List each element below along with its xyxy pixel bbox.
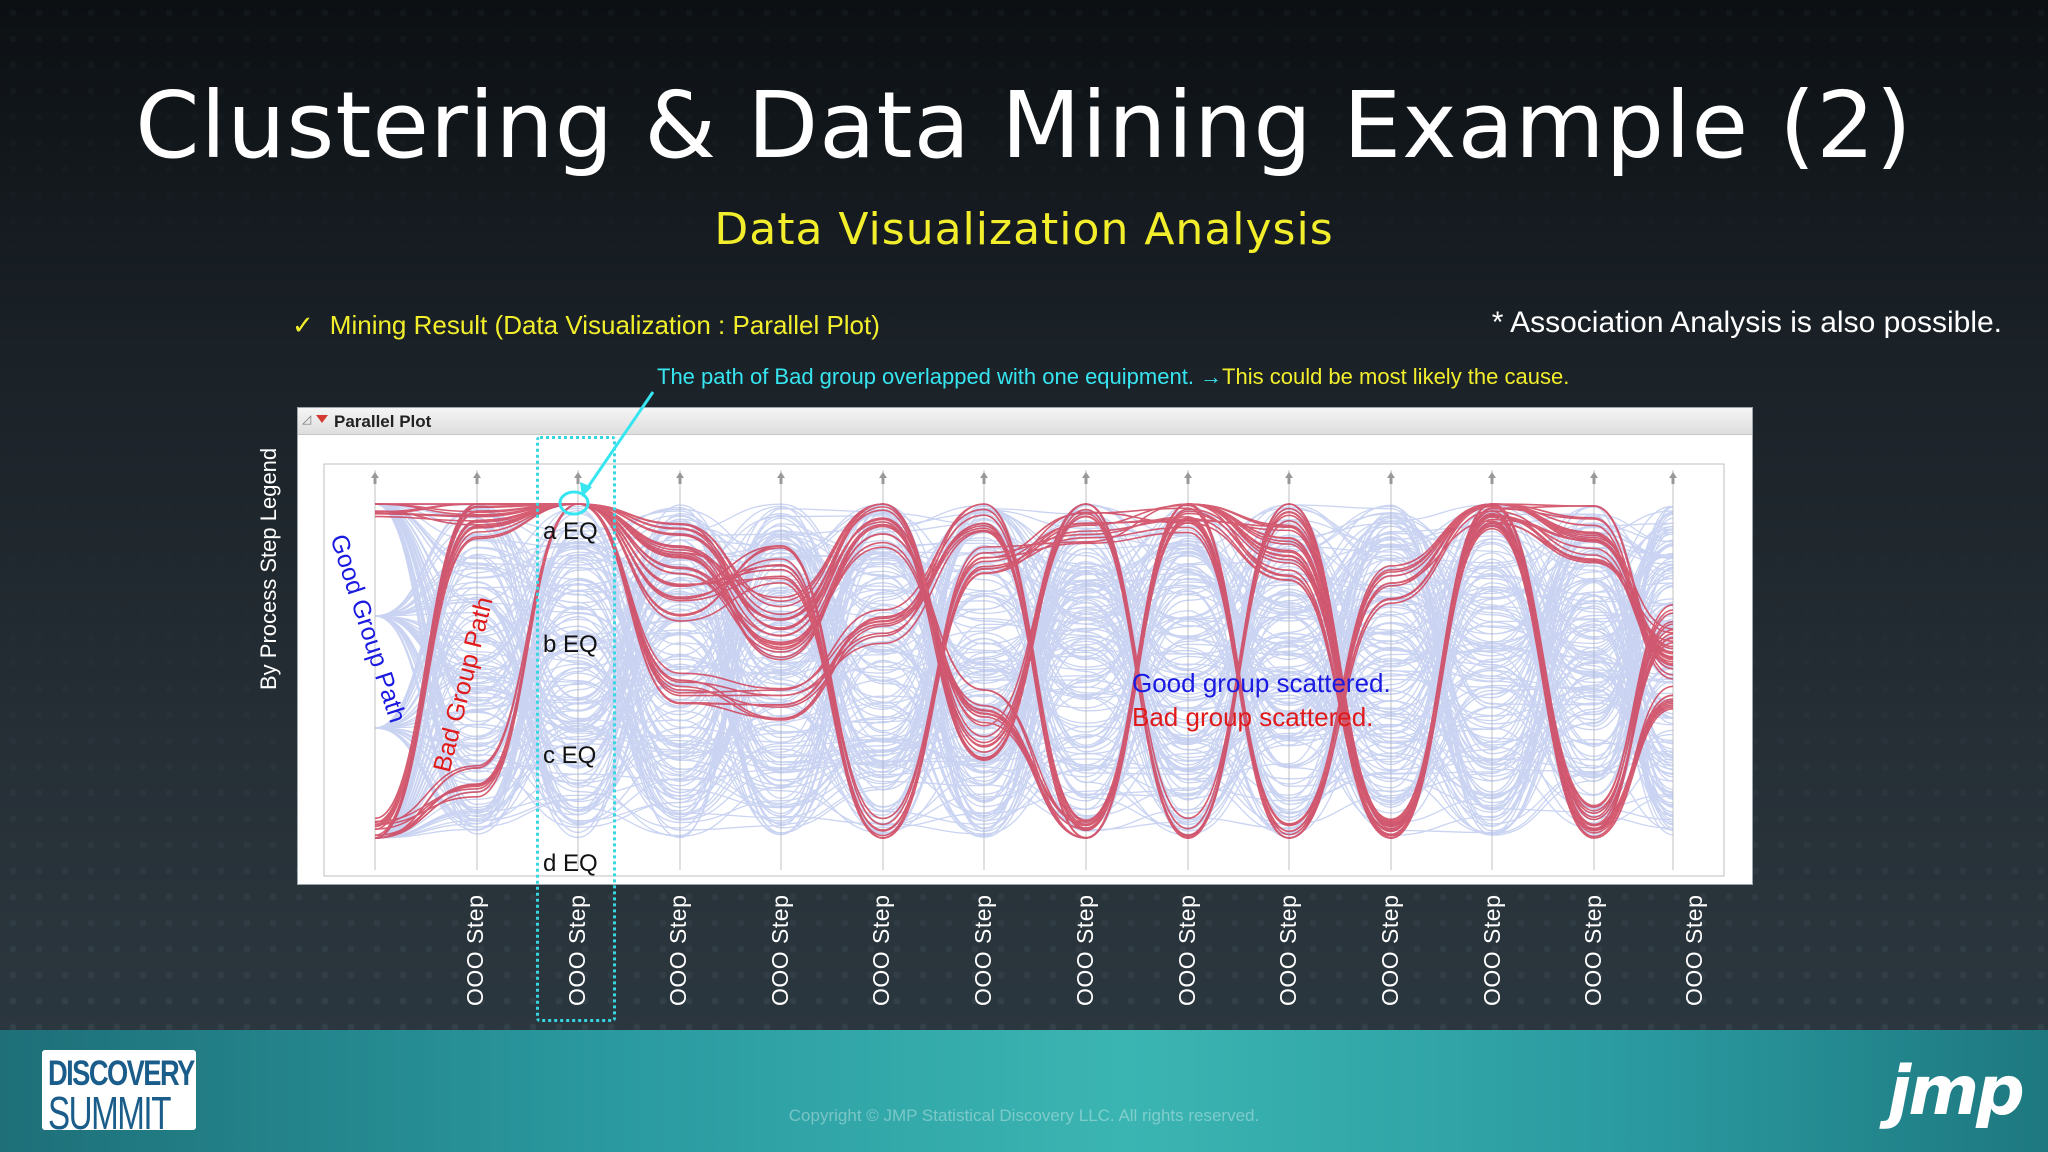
copyright-text: Copyright © JMP Statistical Discovery LL… — [788, 1106, 1260, 1125]
good-path — [374, 522, 1674, 827]
good-path — [374, 509, 1674, 839]
bad-path — [374, 503, 1674, 839]
bad-path — [374, 503, 1674, 839]
highlight-step-box — [536, 436, 616, 1022]
good-path — [374, 519, 1674, 839]
good-path — [374, 539, 1674, 839]
step-label: OOO Step — [1072, 894, 1098, 1006]
good-path — [374, 536, 1674, 816]
good-scattered-note: Good group scattered. — [1132, 668, 1391, 698]
axis-handle-icon[interactable] — [1387, 472, 1395, 484]
callout-text: The path of Bad group overlapped with on… — [657, 364, 1569, 390]
good-path — [374, 513, 1674, 839]
y-axis-legend: By Process Step Legend — [256, 447, 281, 690]
bad-scattered-note: Bad group scattered. — [1132, 702, 1374, 732]
axis-handle-icon[interactable] — [1285, 472, 1293, 484]
axis-handle-icon[interactable] — [676, 472, 684, 484]
eq-label-d: d EQ — [543, 850, 598, 877]
good-path — [374, 503, 1674, 834]
step-label: OOO Step — [868, 894, 894, 1006]
good-path — [374, 511, 1674, 781]
good-path — [374, 505, 1674, 798]
association-note: * Association Analysis is also possible. — [1491, 306, 2002, 339]
good-path — [374, 509, 1674, 822]
step-label: OOO Step — [1174, 894, 1200, 1006]
parallel-plot-panel: ◿ Parallel Plot — [297, 407, 1753, 885]
axis-handle-icon[interactable] — [1184, 472, 1192, 484]
slide-subtitle: Data Visualization Analysis — [714, 204, 1334, 255]
axis-handle-icon[interactable] — [879, 472, 887, 484]
eq-label-b: b EQ — [543, 631, 598, 658]
good-path — [374, 503, 1674, 824]
axis-handle-icon[interactable] — [1669, 472, 1677, 484]
good-path — [374, 534, 1674, 822]
axis-handle-icon[interactable] — [1082, 472, 1090, 484]
plot-panel-header: ◿ Parallel Plot — [298, 408, 1752, 435]
mining-result-line: ✓ Mining Result (Data Visualization : Par… — [292, 310, 880, 341]
parallel-plot-canvas — [323, 463, 1725, 877]
discovery-summit-logo: DISCOVERY SUMMIT — [42, 1050, 196, 1139]
disclosure-icon[interactable]: ◿ — [302, 412, 312, 426]
bad-path — [374, 503, 1674, 836]
footer-band — [0, 1030, 2048, 1152]
step-label: OOO Step — [462, 894, 488, 1006]
good-path — [374, 508, 1674, 792]
callout-yellow-text: This could be most likely the cause. — [1222, 364, 1570, 389]
check-icon: ✓ — [292, 310, 314, 340]
plot-panel-title: Parallel Plot — [334, 412, 432, 431]
step-label: OOO Step — [1377, 894, 1403, 1006]
good-path — [374, 503, 1674, 834]
good-path — [374, 507, 1674, 838]
good-path — [374, 503, 1674, 836]
axis-handle-icon[interactable] — [980, 472, 988, 484]
logo-line-2: SUMMIT — [48, 1087, 171, 1139]
step-label: OOO Step — [970, 894, 996, 1006]
good-path — [374, 522, 1674, 832]
eq-label-c: c EQ — [543, 742, 597, 769]
step-label: OOO Step — [1275, 894, 1301, 1006]
mining-result-text: Mining Result (Data Visualization : Para… — [329, 310, 880, 340]
bad-group-lines — [374, 503, 1674, 839]
slide-title: Clustering & Data Mining Example (2) — [135, 72, 1913, 179]
good-path — [374, 503, 1674, 813]
bad-path — [374, 503, 1674, 839]
axis-handle-icon[interactable] — [1590, 472, 1598, 484]
good-path — [374, 545, 1674, 831]
step-label: OOO Step — [1479, 894, 1505, 1006]
logo-line-1: DISCOVERY — [48, 1054, 195, 1093]
axis-handle-icon[interactable] — [473, 472, 481, 484]
bad-path — [374, 503, 1674, 839]
step-label: OOO Step — [767, 894, 793, 1006]
good-path — [374, 513, 1674, 830]
good-path — [374, 525, 1674, 796]
good-path — [374, 503, 1674, 822]
eq-label-a: a EQ — [543, 518, 598, 545]
step-label: OOO Step — [665, 894, 691, 1006]
step-label: OOO Step — [1580, 894, 1606, 1006]
step-label: OOO Step — [564, 894, 590, 1006]
good-path — [374, 503, 1674, 796]
red-triangle-menu-icon[interactable] — [316, 415, 328, 423]
axis-handle-icon[interactable] — [777, 472, 785, 484]
good-path — [374, 505, 1674, 839]
good-path — [374, 551, 1674, 829]
callout-cyan-text: The path of Bad group overlapped with on… — [657, 364, 1223, 389]
jmp-logo: jmp — [1888, 1052, 2025, 1131]
good-path — [374, 503, 1674, 824]
step-label: OOO Step — [1681, 894, 1707, 1006]
axis-handle-icon[interactable] — [371, 472, 379, 484]
axis-handle-icon[interactable] — [574, 472, 582, 484]
good-path — [374, 503, 1674, 821]
axis-handle-icon[interactable] — [1488, 472, 1496, 484]
good-path — [374, 504, 1674, 822]
